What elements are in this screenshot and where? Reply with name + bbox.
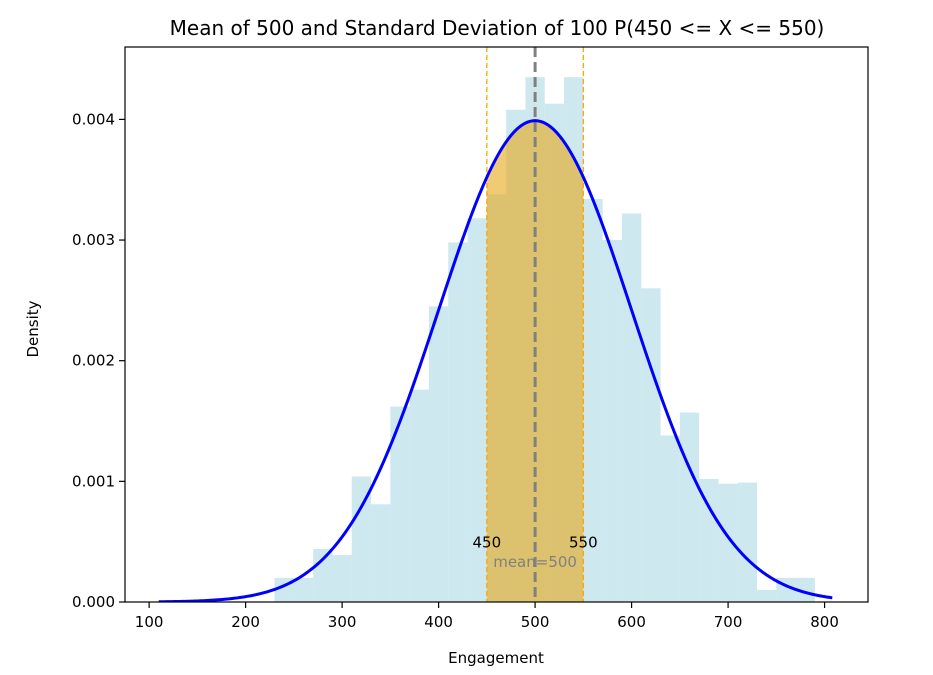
histogram-bar (448, 242, 468, 602)
histogram-bar (332, 554, 352, 602)
chart-title: Mean of 500 and Standard Deviation of 10… (170, 16, 825, 40)
x-tick-label: 600 (617, 613, 646, 631)
y-axis-label: Density (24, 300, 42, 357)
x-axis-label: Engagement (448, 649, 544, 667)
histogram-bar (583, 199, 603, 602)
x-tick-label: 500 (521, 613, 550, 631)
histogram-bar (699, 478, 719, 602)
y-tick-label: 0.003 (72, 231, 115, 249)
annotation-label: 450 (473, 534, 502, 552)
histogram-bar (351, 476, 372, 602)
histogram-bar (660, 435, 680, 602)
histogram-bar (621, 213, 642, 602)
annotation-label: mean=500 (493, 553, 577, 571)
y-tick-label: 0.004 (72, 110, 115, 128)
histogram-bar (679, 412, 700, 602)
histogram-bar (718, 483, 738, 602)
histogram-bar (467, 218, 487, 602)
histogram-bar (371, 504, 391, 602)
histogram-bar (641, 288, 661, 602)
histogram-bar (602, 240, 622, 602)
x-axis: 100 200 300 400 500 600 700 800 (135, 602, 839, 631)
y-tick-label: 0.000 (72, 593, 115, 611)
y-tick-label: 0.001 (72, 472, 115, 490)
plot-frame (124, 46, 869, 603)
y-tick-label: 0.002 (72, 352, 115, 370)
x-tick-label: 100 (135, 613, 164, 631)
shaded-region (486, 120, 584, 602)
x-tick-label: 400 (424, 613, 453, 631)
histogram-bar (390, 406, 410, 602)
histogram-bar (737, 482, 758, 602)
x-tick-label: 800 (810, 613, 839, 631)
histogram-bar (795, 577, 815, 602)
histogram-bar (757, 589, 777, 602)
histogram-bar (313, 548, 333, 602)
histogram-bar (409, 389, 429, 602)
x-tick-label: 200 (231, 613, 260, 631)
annotation-label: 550 (569, 534, 598, 552)
x-tick-label: 700 (714, 613, 743, 631)
x-tick-label: 300 (328, 613, 357, 631)
histogram-bar (293, 577, 314, 602)
histogram-bar (428, 306, 449, 602)
y-axis: 0.000 0.001 0.002 0.003 0.004 (72, 110, 125, 611)
pdf-curve (158, 119, 833, 602)
